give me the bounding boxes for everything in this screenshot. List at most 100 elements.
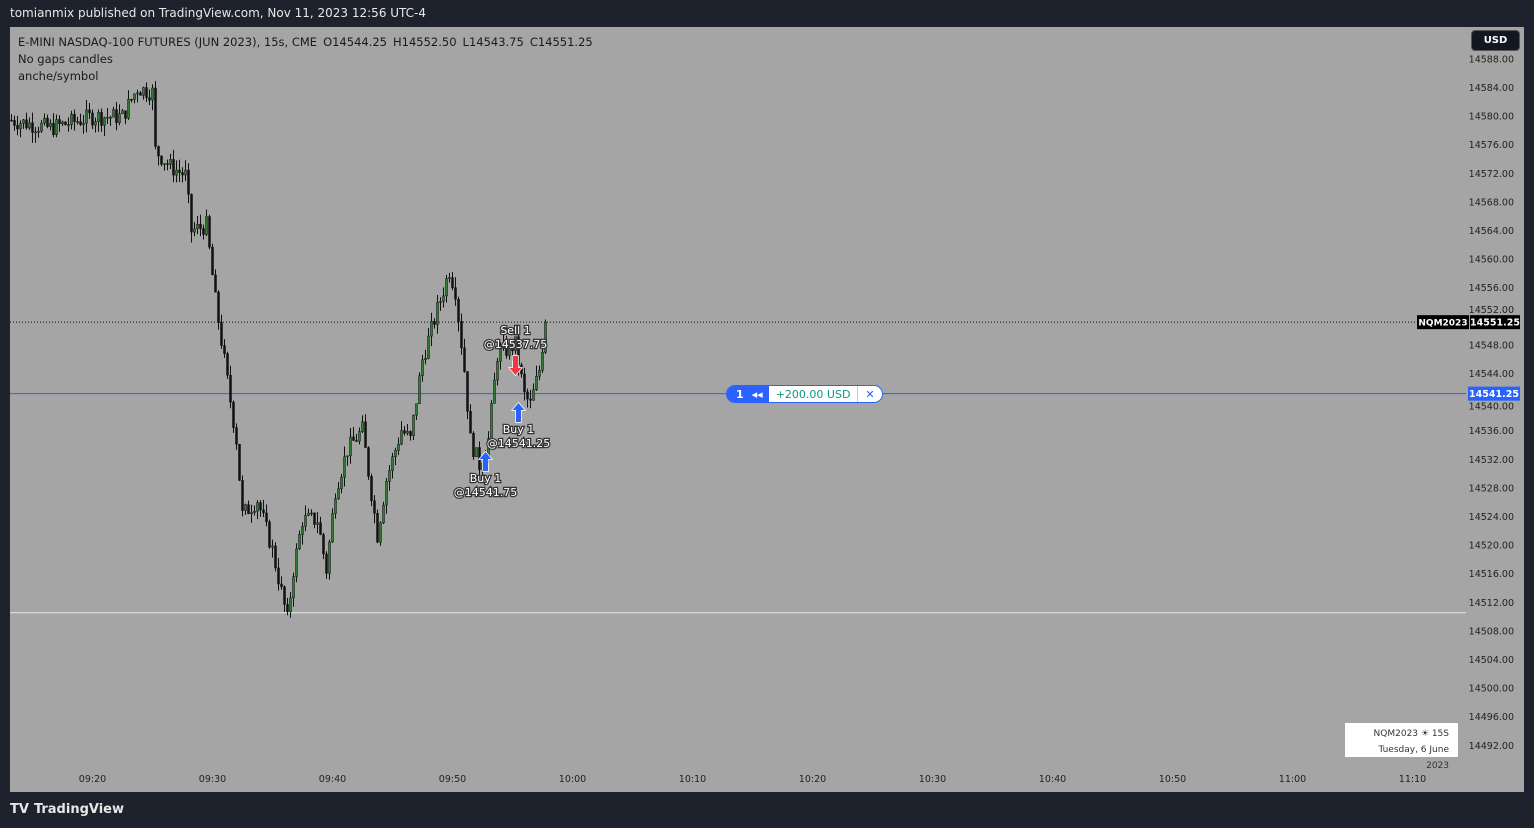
last-price-symbol-tag: [1417, 315, 1469, 330]
candle-body: [355, 440, 358, 442]
candle-body: [352, 436, 355, 441]
candle-body: [55, 119, 58, 135]
candle-body: [214, 274, 217, 293]
y-tick-label: 14512.00: [1469, 598, 1514, 609]
y-tick-label: 14504.00: [1469, 655, 1514, 666]
price-chart[interactable]: 14588.00 14584.00 14580.00 14576.00 14572.00…: [10, 27, 1524, 792]
candle-body: [514, 336, 517, 352]
candle-body: [463, 347, 466, 372]
candle-body: [304, 515, 307, 527]
candle-body: [409, 431, 412, 436]
candle-body: [79, 121, 82, 125]
chart-pane[interactable]: E-MINI NASDAQ-100 FUTURES (JUN 2023), 15…: [10, 27, 1524, 792]
candle-body: [34, 131, 37, 134]
candle-body: [406, 431, 409, 434]
candle-body: [85, 109, 88, 124]
trade-label: Buy 1: [503, 423, 535, 436]
candle-body: [277, 567, 280, 585]
candle-body: [460, 321, 463, 349]
candle-body: [100, 112, 103, 126]
candle-body: [31, 122, 34, 133]
candle-body: [466, 371, 469, 412]
candle-body: [349, 436, 352, 456]
trade-label: Sell 1: [500, 324, 530, 337]
candle-body: [286, 604, 289, 612]
candle-body: [346, 455, 349, 458]
candle-body: [76, 121, 79, 123]
candle-body: [541, 351, 544, 371]
currency-button[interactable]: USD: [1471, 30, 1520, 51]
candle-body: [184, 169, 187, 176]
candle-body: [37, 130, 40, 133]
candle-body: [67, 124, 70, 126]
ohlc-open: O14544.25: [323, 35, 387, 49]
position-price-tag: [1468, 386, 1520, 401]
position-pnl: +200.00 USD: [768, 386, 859, 402]
qty-label: 1: [736, 387, 744, 401]
y-tick-label: 14532.00: [1469, 455, 1514, 466]
rewind-icon[interactable]: ◂◂: [751, 387, 763, 401]
candle-body: [244, 504, 247, 511]
close-icon[interactable]: ✕: [858, 386, 882, 402]
candle-body: [490, 403, 493, 439]
candle-body: [205, 216, 208, 235]
y-tick-label: 14564.00: [1469, 226, 1514, 237]
candle-body: [217, 291, 220, 323]
candle-body: [544, 321, 547, 353]
last-price-value: 14551.25: [1470, 318, 1520, 329]
candle-body: [307, 513, 310, 516]
candle-body: [136, 92, 139, 95]
y-tick-label: 14544.00: [1469, 369, 1514, 380]
candle-body: [394, 450, 397, 457]
candle-body: [253, 511, 256, 513]
candle-body: [316, 522, 319, 525]
candle-body: [133, 93, 136, 100]
x-tick-label: 10:00: [559, 774, 586, 785]
x-tick-label: 10:20: [799, 774, 826, 785]
candle-body: [328, 541, 331, 574]
position-qty[interactable]: 1 ◂◂: [727, 386, 769, 402]
candle-body: [301, 526, 304, 535]
candle-body: [436, 302, 439, 325]
candle-body: [196, 223, 199, 230]
candle-body: [385, 481, 388, 506]
brand-name: TradingView: [33, 802, 124, 817]
candle-body: [268, 521, 271, 548]
indicator-name: anche/symbol: [18, 69, 99, 83]
candle-body: [97, 112, 100, 122]
candle-body: [310, 512, 313, 515]
candle-body: [199, 223, 202, 229]
y-tick-label: 14576.00: [1469, 140, 1514, 151]
candle-body: [448, 277, 451, 279]
position-pill[interactable]: 1 ◂◂ +200.00 USD ✕: [726, 385, 883, 403]
candle-body: [388, 470, 391, 482]
candle-body: [175, 169, 178, 176]
candle-body: [187, 169, 190, 195]
candle-body: [130, 98, 133, 101]
candle-body: [289, 597, 292, 612]
candle-body: [19, 123, 22, 130]
ohlc-close: C14551.25: [529, 35, 593, 49]
indicator-name: No gaps candles: [18, 52, 113, 66]
candle-body: [382, 504, 385, 524]
candle-body: [529, 398, 532, 401]
y-tick-label: 14584.00: [1469, 83, 1514, 94]
tradingview-logo[interactable]: 𝗧𝗩 TradingView: [10, 802, 124, 817]
y-tick-label: 14580.00: [1469, 112, 1514, 123]
candle-body: [424, 358, 427, 361]
candle-body: [247, 504, 250, 515]
candle-body: [421, 359, 424, 376]
candle-body: [280, 583, 283, 587]
candle-body: [340, 476, 343, 489]
y-tick-label: 14516.00: [1469, 569, 1514, 580]
candle-body: [13, 120, 16, 126]
candle-body: [139, 92, 142, 96]
candle-body: [496, 361, 499, 381]
y-tick-label: 14528.00: [1469, 483, 1514, 494]
candle-body: [475, 447, 478, 457]
candle-body: [523, 373, 526, 393]
x-tick-label: 11:10: [1399, 774, 1426, 785]
candle-body: [526, 391, 529, 400]
candle-body: [61, 121, 64, 124]
candle-body: [25, 119, 28, 129]
